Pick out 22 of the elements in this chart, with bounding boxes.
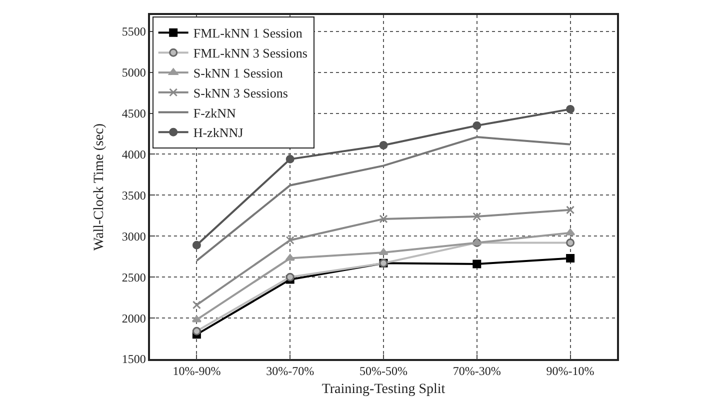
y-axis-title: Wall-Clock Time (sec)	[92, 123, 107, 251]
x-tick-label: 90%-10%	[546, 364, 594, 378]
legend-label: S-kNN 1 Session	[193, 66, 284, 81]
y-tick-label: 2000	[122, 311, 146, 326]
legend-label: FML-kNN 1 Session	[193, 26, 303, 41]
y-tick-label: 3000	[122, 229, 146, 244]
x-tick-label: 30%-70%	[266, 364, 314, 378]
x-tick-label: 50%-50%	[360, 364, 408, 378]
y-tick-label: 3500	[122, 188, 146, 202]
y-tick-label: 5000	[122, 66, 146, 80]
x-tick-label: 10%-90%	[172, 364, 221, 378]
x-tick-label: 70%-30%	[452, 364, 501, 378]
x-axis-title: Training-Testing Split	[322, 382, 446, 397]
y-tick-label: 2500	[122, 270, 146, 284]
y-tick-label: 5500	[122, 24, 146, 39]
y-tick-label: 4500	[122, 106, 146, 120]
y-tick-label: 1500	[122, 352, 146, 366]
legend-label: H-zkNNJ	[193, 125, 244, 140]
legend-label: FML-kNN 3 Sessions	[193, 46, 308, 61]
y-tick-label: 4000	[122, 147, 146, 162]
legend-label: S-kNN 3 Sessions	[193, 85, 288, 100]
legend-label: F-zkNN	[193, 105, 237, 120]
